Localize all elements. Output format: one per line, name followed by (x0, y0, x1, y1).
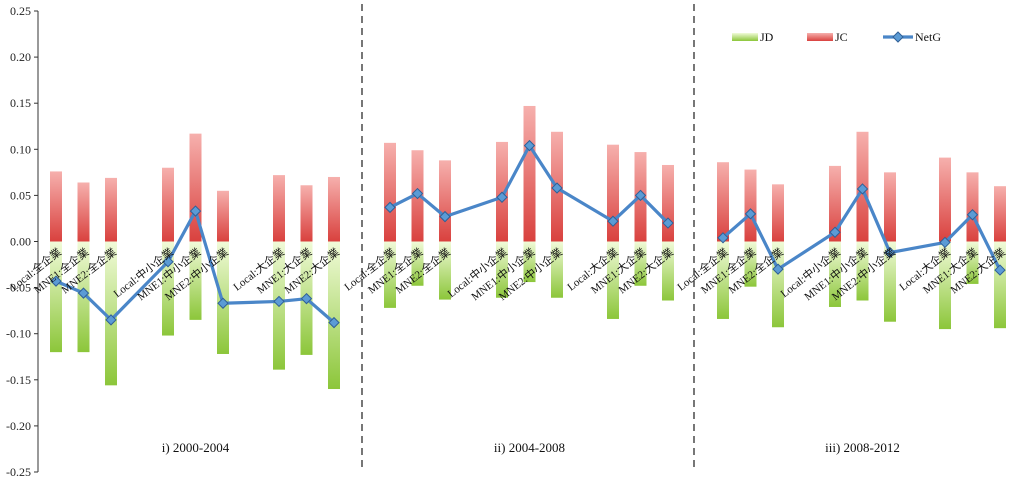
jd-bar (384, 241, 396, 308)
netg-point (856, 183, 869, 195)
jc-bar (50, 171, 62, 242)
netg-point (300, 292, 313, 305)
y-tick-label: -0.25 (6, 465, 31, 479)
legend-label: JD (760, 30, 774, 44)
period-label: ii) 2004-2008 (494, 440, 565, 455)
jd-bar (439, 241, 451, 300)
netg-point (273, 295, 285, 308)
y-tick-label: 0.05 (10, 188, 31, 202)
jc-bar (217, 190, 229, 242)
netg-point (551, 182, 563, 194)
y-tick-label: 0.00 (10, 235, 31, 249)
netg-point (384, 201, 396, 214)
period-labels: i) 2000-2004 ii) 2004-2008 iii) 2008-2012 (162, 440, 900, 455)
y-tick-label: 0.15 (10, 96, 31, 110)
jd-bar (328, 241, 340, 390)
jc-bar (829, 165, 841, 242)
jc-bar (994, 186, 1006, 242)
netg-point (162, 256, 174, 268)
netg-point (439, 210, 451, 223)
jc-bar (772, 184, 784, 242)
netg-point (994, 264, 1006, 276)
netg-point (496, 191, 508, 203)
jc-bar (162, 167, 174, 242)
jc-bar (966, 172, 979, 242)
legend: JD JC NetG (732, 30, 941, 44)
jc-bar (607, 144, 619, 242)
legend-marker-netg (892, 31, 904, 43)
netg-point (829, 226, 841, 238)
jc-bar (384, 142, 396, 242)
netg-point (411, 187, 424, 200)
y-tick-label: 0.25 (10, 4, 31, 18)
netg-point (607, 215, 619, 227)
netg-point (884, 246, 896, 259)
jd-bar (523, 241, 536, 283)
legend-swatch-jc (807, 33, 833, 41)
netg-point (772, 263, 784, 275)
jd-bar (856, 241, 869, 301)
y-tick-label: 0.10 (10, 142, 31, 156)
period-dividers (361, 4, 695, 472)
netg-point (189, 205, 202, 217)
y-tick-label: -0.05 (6, 281, 31, 295)
jd-bar (105, 241, 117, 386)
netg-point (50, 275, 62, 287)
legend-swatch-jd (732, 33, 758, 41)
legend-label: NetG (915, 30, 941, 44)
netg-point (328, 316, 340, 329)
jd-bar (829, 241, 841, 307)
jd-bar (939, 241, 951, 330)
jc-bar (744, 169, 757, 242)
netg-line (50, 139, 1006, 329)
jd-bar (966, 241, 979, 284)
period-label: iii) 2008-2012 (825, 440, 900, 455)
jc-bar (523, 105, 536, 242)
jc-bar (77, 182, 90, 242)
netg-point (105, 314, 117, 326)
jd-bar (50, 241, 62, 353)
netg-point (717, 232, 729, 244)
y-tick-label: -0.15 (6, 373, 31, 387)
netg-point (939, 236, 951, 249)
netg-point (77, 287, 90, 299)
netg-point (662, 217, 674, 229)
jd-bar (744, 241, 757, 287)
legend-label: JC (835, 30, 848, 44)
jc-bar (328, 176, 340, 242)
jd-bar (662, 241, 674, 301)
y-tick-label: 0.20 (10, 50, 31, 64)
jd-bar (411, 241, 424, 286)
jd-bar (717, 241, 729, 319)
netg-point (966, 209, 979, 221)
jc-bar (273, 175, 285, 242)
jc-bar (439, 160, 451, 242)
jd-bar (189, 241, 202, 320)
netg-point (217, 297, 229, 309)
y-axis: 0.25 0.20 0.15 0.10 0.05 0.00 -0.05 -0.10 -0.15 -… (6, 4, 39, 479)
y-tick-label: -0.20 (6, 419, 31, 433)
jc-bar (717, 162, 729, 242)
jd-bar (884, 241, 896, 322)
y-tick-label: -0.10 (6, 327, 31, 341)
jd-bar (551, 241, 563, 298)
jd-bar (607, 241, 619, 319)
jc-bar (662, 164, 674, 242)
netg-point (744, 208, 757, 220)
jc-bar (884, 172, 896, 242)
jc-bar (939, 157, 951, 242)
jc-bar (300, 185, 313, 242)
jd-bar (634, 241, 647, 286)
netg-point (523, 139, 536, 152)
jc-bar (105, 177, 117, 242)
jd-bar (496, 241, 508, 298)
period-label: i) 2000-2004 (162, 440, 230, 455)
netg-point (634, 189, 647, 202)
